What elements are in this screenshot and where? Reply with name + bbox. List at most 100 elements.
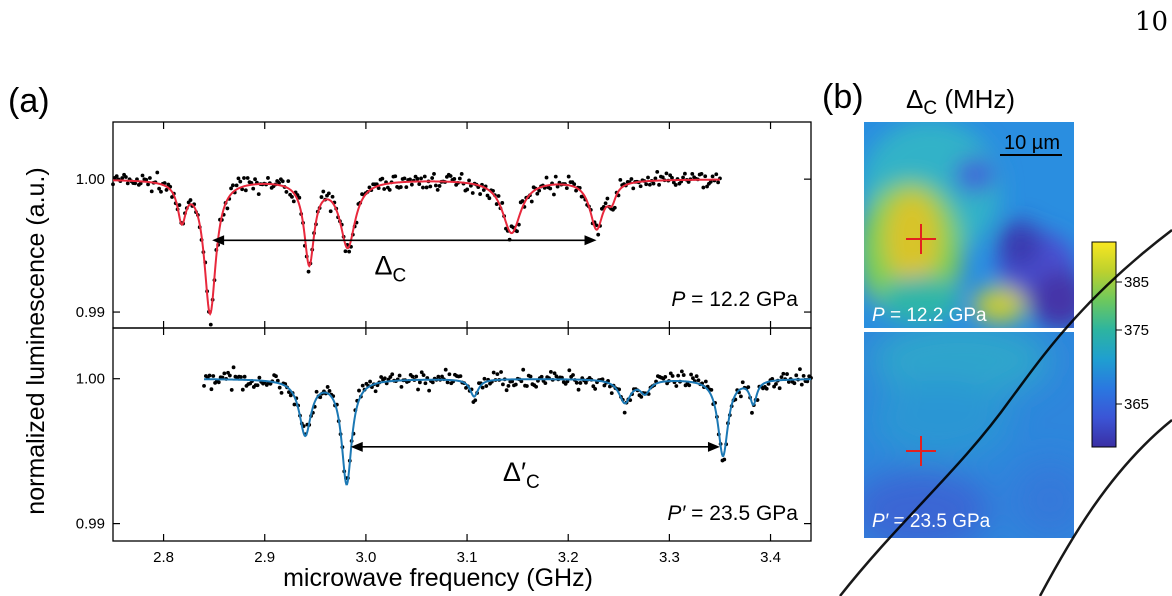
colorbar-tick-label: 365 <box>1124 396 1149 413</box>
data-point-bottom <box>674 384 679 388</box>
data-point-bottom <box>277 385 282 390</box>
data-point-top <box>376 186 381 191</box>
colorbar-tick-label: 375 <box>1124 322 1149 339</box>
data-point-top <box>188 198 193 202</box>
data-point-bottom <box>440 374 444 379</box>
data-point-bottom <box>622 410 627 415</box>
data-point-top <box>290 194 294 199</box>
data-point-top <box>419 176 423 181</box>
x-tick-label: 2.8 <box>153 549 174 566</box>
watermark <box>839 229 1172 596</box>
data-point-top <box>326 191 331 196</box>
map-title: ΔC (MHz) <box>906 84 1015 119</box>
data-point-bottom <box>799 382 804 387</box>
data-point-bottom <box>524 384 529 388</box>
data-point-top <box>266 176 270 180</box>
data-point-top <box>653 176 658 181</box>
data-point-top <box>111 182 115 187</box>
data-point-top <box>242 176 246 180</box>
data-point-bottom <box>565 379 570 384</box>
data-point-top <box>164 188 169 192</box>
data-point-top <box>657 182 661 187</box>
data-point-top <box>448 174 453 178</box>
data-point-top <box>432 172 436 176</box>
data-point-top <box>470 191 475 195</box>
data-point-bottom <box>314 389 319 394</box>
data-point-top <box>555 184 560 189</box>
fit-curve-bottom <box>204 378 812 486</box>
arrow-head-right-bottom <box>707 441 720 452</box>
data-point-bottom <box>388 375 393 379</box>
data-point-bottom <box>239 375 243 379</box>
data-point-bottom <box>777 386 782 391</box>
data-point-bottom <box>506 383 511 388</box>
data-point-top <box>465 187 470 192</box>
data-point-bottom <box>801 373 806 378</box>
map-bottom-pressure: P′ = 23.5 GPa <box>872 511 991 532</box>
map-top: P = 12.2 GPa <box>864 122 1074 328</box>
data-point-bottom <box>805 379 810 384</box>
data-point-bottom <box>240 387 245 392</box>
data-point-top <box>321 189 326 194</box>
data-point-top <box>286 179 291 184</box>
data-point-bottom <box>292 402 297 407</box>
data-point-top <box>660 175 665 180</box>
data-point-top <box>574 188 578 193</box>
data-point-top <box>681 175 685 180</box>
plot-top: 1.00 0.99 ΔC P = 12.2 GPa <box>76 121 812 329</box>
data-point-bottom <box>681 373 686 377</box>
data-point-top <box>603 201 608 206</box>
colorbar-gradient <box>1091 241 1117 448</box>
arrow-head-left-top <box>212 235 225 246</box>
data-point-top <box>146 182 150 187</box>
data-point-bottom <box>709 387 714 392</box>
panel-a-label: (a) <box>8 82 50 120</box>
data-point-top <box>705 184 709 189</box>
data-point-bottom <box>639 395 644 399</box>
data-point-top <box>148 176 152 180</box>
arrow-head-left-bottom <box>350 441 363 452</box>
data-point-bottom <box>447 372 452 377</box>
data-point-bottom <box>216 380 221 385</box>
data-point-top <box>297 195 302 200</box>
data-point-bottom <box>609 391 614 395</box>
data-point-bottom <box>325 385 330 389</box>
data-point-top <box>605 196 610 201</box>
data-point-bottom <box>703 379 708 384</box>
data-point-top <box>572 182 577 187</box>
pressure-label-top: P = 12.2 GPa <box>671 288 798 311</box>
data-point-top <box>284 190 289 194</box>
data-point-top <box>387 188 392 192</box>
data-point-top <box>253 177 257 182</box>
data-point-bottom <box>543 381 548 386</box>
data-point-bottom <box>421 373 426 378</box>
data-point-bottom <box>602 383 607 388</box>
data-point-top <box>673 183 678 187</box>
data-point-top <box>686 180 691 184</box>
data-point-bottom <box>257 375 262 380</box>
data-point-bottom <box>231 365 236 370</box>
data-point-bottom <box>798 367 802 372</box>
data-point-top <box>457 176 462 181</box>
data-point-top <box>452 177 457 181</box>
data-point-bottom <box>416 387 420 392</box>
data-point-bottom <box>423 381 428 386</box>
data-point-bottom <box>663 375 668 379</box>
map-bottom: P′ = 23.5 GPa <box>864 332 1074 538</box>
data-point-top <box>402 176 407 181</box>
data-point-top <box>124 175 128 179</box>
data-point-bottom <box>567 368 572 373</box>
y-tick-label-bottom: 0.99 <box>76 516 105 533</box>
plot-bottom: 1.00 0.99 2.8 2.9 3.0 3.1 3.2 3.3 3.4 Δ′C P′ = 2… <box>76 327 813 566</box>
data-point-top <box>404 185 409 190</box>
data-point-top <box>435 187 440 192</box>
data-point-bottom <box>417 380 422 385</box>
data-point-top <box>393 174 398 179</box>
data-point-top <box>710 174 715 179</box>
data-point-top <box>291 199 296 204</box>
data-point-top <box>478 192 483 196</box>
data-point-top <box>516 222 521 227</box>
data-point-top <box>701 185 706 190</box>
data-point-top <box>618 177 623 182</box>
data-point-bottom <box>779 375 784 380</box>
